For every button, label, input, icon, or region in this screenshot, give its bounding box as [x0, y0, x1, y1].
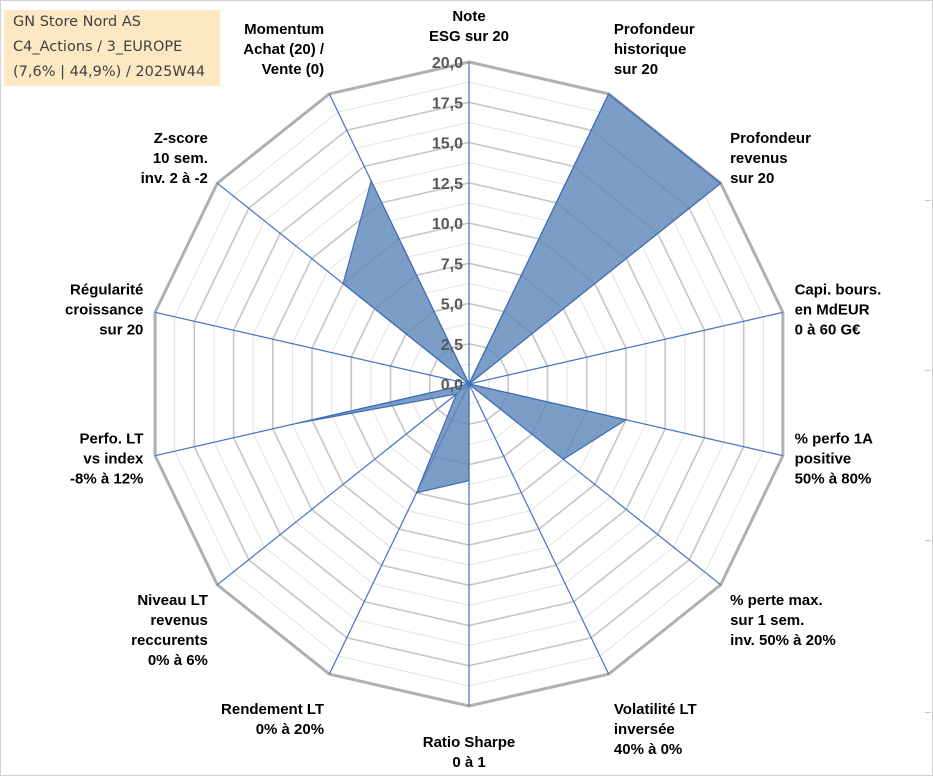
category-label: % perfo 1A positive 50% à 80%: [795, 430, 874, 487]
category-label-line: sur 20: [730, 170, 774, 187]
category-label-line: Momentum: [244, 21, 324, 38]
category-label: Ratio Sharpe 0 à 1: [423, 734, 516, 771]
category-label-line: 0 à 1: [452, 754, 485, 771]
category-label: Profondeur historique sur 20: [614, 21, 695, 78]
stock-name: GN Store Nord AS: [13, 14, 141, 30]
radial-tick-label: 2,5: [441, 337, 463, 354]
category-label: Volatilité LT inversée 40% à 0%: [614, 701, 697, 758]
category-label: Momentum Achat (20) / Vente (0): [243, 21, 325, 78]
category-label-line: 50% à 80%: [795, 470, 872, 487]
stock-info-box: GN Store Nord AS C4_Actions / 3_EUROPE (…: [4, 10, 220, 86]
radial-tick-label: 5,0: [441, 297, 463, 314]
radar-series: [296, 92, 722, 494]
category-label-line: Achat (20) /: [243, 41, 325, 58]
category-label-line: % perte max.: [730, 592, 823, 609]
category-label-line: historique: [614, 41, 687, 58]
category-label-line: inv. 2 à -2: [141, 170, 208, 187]
radial-tick-label: 0,0: [441, 377, 463, 394]
category-label-line: vs index: [83, 450, 144, 467]
radial-tick-label: 10,0: [432, 216, 463, 233]
category-label-line: sur 20: [614, 61, 658, 78]
category-label-line: Ratio Sharpe: [423, 734, 516, 751]
category-label-line: 40% à 0%: [614, 741, 682, 758]
category-label-line: Vente (0): [262, 61, 325, 78]
side-tick-marks: [925, 200, 931, 740]
radial-tick-label: 15,0: [432, 136, 463, 153]
category-label-line: Perfo. LT: [80, 430, 144, 447]
category-label-line: % perfo 1A: [795, 430, 874, 447]
series-area: [296, 92, 722, 494]
category-label-line: inversée: [614, 721, 675, 738]
category-label: Z-score 10 sem. inv. 2 à -2: [141, 130, 208, 187]
category-label-line: Régularité: [70, 282, 143, 299]
category-label-line: Profondeur: [614, 21, 695, 38]
category-label-line: 10 sem.: [153, 150, 208, 167]
category-label-line: reccurents: [131, 632, 208, 649]
radial-tick-label: 20,0: [432, 55, 463, 72]
category-label-line: en MdEUR: [795, 302, 870, 319]
category-label-line: sur 1 sem.: [730, 612, 804, 629]
category-label-line: Capi. bours.: [795, 282, 882, 299]
category-label-line: Volatilité LT: [614, 701, 697, 718]
category-label: Perfo. LT vs index -8% à 12%: [70, 430, 144, 487]
category-label-line: Rendement LT: [221, 701, 324, 718]
category-label: Régularité croissance sur 20: [65, 282, 143, 339]
category-label: Capi. bours. en MdEUR 0 à 60 G€: [795, 282, 882, 339]
category-label-line: positive: [795, 450, 852, 467]
category-label-line: 0% à 20%: [256, 721, 324, 738]
category-label: Note ESG sur 20: [429, 8, 509, 45]
category-label-line: Z-score: [154, 130, 208, 147]
axis-spoke: [216, 383, 470, 586]
radial-tick-labels: 0,0 2,5 5,0 7,5 10,0 12,5 15,0 17,5 20,0: [432, 55, 463, 394]
category-label-line: Note: [452, 8, 485, 25]
category-label-line: 0 à 60 G€: [795, 322, 862, 339]
stock-category: C4_Actions / 3_EUROPE: [13, 39, 183, 55]
radial-tick-label: 17,5: [432, 95, 463, 112]
category-label: % perte max. sur 1 sem. inv. 50% à 20%: [730, 592, 836, 649]
category-labels: Note ESG sur 20 Profondeur historique sur 20…: [65, 8, 881, 771]
category-label-line: revenus: [730, 150, 788, 167]
category-label: Niveau LT revenus reccurents 0% à 6%: [131, 592, 208, 669]
axis-spoke: [468, 311, 784, 385]
category-label-line: -8% à 12%: [70, 470, 143, 487]
category-label-line: croissance: [65, 302, 143, 319]
category-label-line: 0% à 6%: [148, 652, 208, 669]
category-label-line: inv. 50% à 20%: [730, 632, 836, 649]
stock-stats: (7,6% | 44,9%) / 2025W44: [13, 64, 206, 80]
category-label: Profondeur revenus sur 20: [730, 130, 811, 187]
radial-tick-label: 7,5: [441, 256, 463, 273]
category-label-line: Niveau LT: [137, 592, 208, 609]
category-label-line: ESG sur 20: [429, 28, 509, 45]
axis-spoke: [468, 383, 610, 675]
category-label: Rendement LT 0% à 20%: [221, 701, 324, 738]
category-label-line: sur 20: [99, 322, 143, 339]
axis-spoke: [154, 311, 470, 385]
category-label-line: Profondeur: [730, 130, 811, 147]
category-label-line: revenus: [150, 612, 208, 629]
radial-tick-label: 12,5: [432, 176, 463, 193]
